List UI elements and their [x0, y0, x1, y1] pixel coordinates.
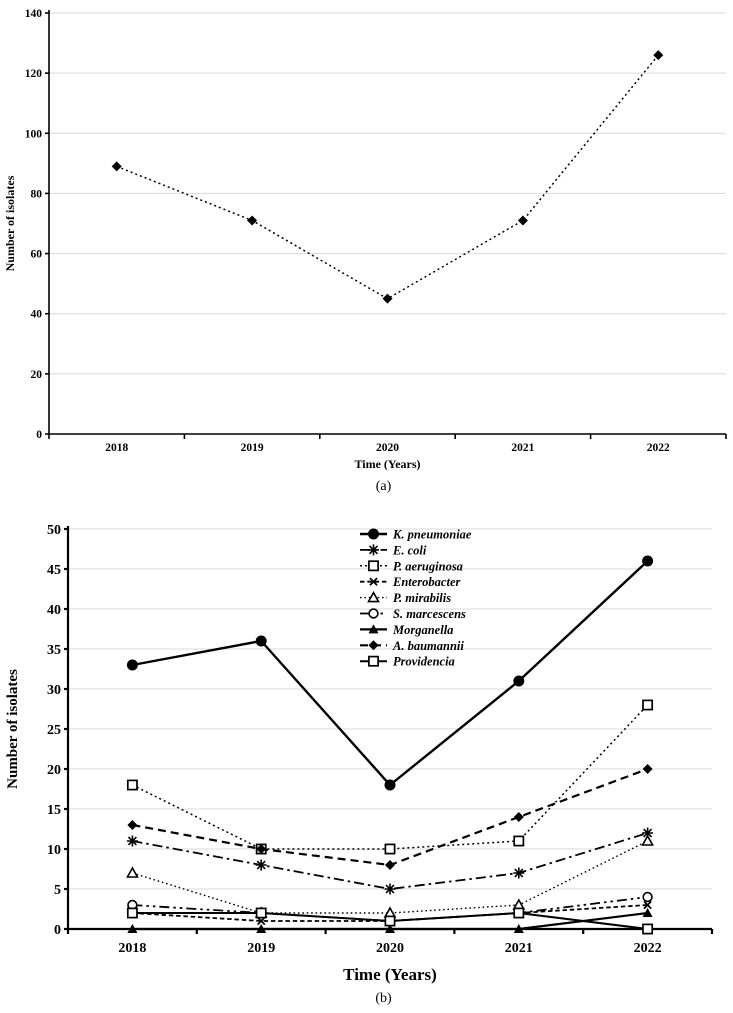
legend-label: P. mirabilis	[393, 591, 451, 605]
y-axis-title: Number of isolates	[3, 175, 17, 271]
legend-label: Providencia	[393, 655, 455, 669]
gridlines	[49, 12, 726, 375]
y-tick-label: 10	[47, 843, 61, 858]
x-tick-label: 2018	[118, 941, 146, 956]
axes: 0 20 40 60 80 100 120 140 2018 2019 2020 2021 2022	[25, 8, 727, 454]
series-a-baumannii	[127, 764, 653, 870]
y-tick-label: 50	[47, 523, 61, 538]
y-tick-label: 15	[47, 803, 61, 818]
y-tick-label: 120	[25, 68, 43, 80]
chart-a-figure: 0 20 40 60 80 100 120 140 2018 2019 2020 2021 2022 Ti…	[0, 0, 733, 476]
y-tick-label: 40	[47, 603, 61, 618]
y-tick-label: 60	[31, 249, 43, 261]
series-number-of-isolates	[111, 50, 664, 304]
x-tick-label: 2021	[505, 941, 533, 956]
y-tick-label: 5	[54, 883, 61, 898]
y-tick-label: 40	[31, 309, 43, 321]
y-tick-label: 100	[25, 128, 43, 140]
y-tick-label: 30	[47, 683, 61, 698]
chart-a-plot: 0 20 40 60 80 100 120 140 2018 2019 2020 2021 2022 Ti…	[3, 8, 727, 471]
x-tick-label: 2020	[376, 442, 399, 454]
legend-label: S. marcescens	[393, 607, 466, 621]
chart-b-figure: 0 5 10 15 20 25 30 35 40 45 50 2018 2019 2020 2021 2022…	[0, 505, 733, 991]
y-tick-label: 25	[47, 723, 61, 738]
y-tick-label: 0	[54, 923, 61, 938]
x-tick-label: 2019	[247, 941, 275, 956]
series-e-coli	[126, 827, 654, 895]
x-tick-label: 2021	[511, 442, 534, 454]
x-tick-label: 2022	[647, 442, 670, 454]
legend-label: Enterobacter	[392, 575, 460, 589]
y-tick-label: 20	[31, 369, 43, 381]
series-k-pneumoniae	[126, 555, 654, 791]
y-tick-label: 0	[36, 429, 42, 441]
x-tick-label: 2019	[241, 442, 264, 454]
y-tick-label: 140	[25, 8, 43, 20]
legend-label: E. coli	[392, 543, 427, 557]
chart-b-plot: 0 5 10 15 20 25 30 35 40 45 50 2018 2019 2020 2021 2022…	[5, 523, 714, 984]
chart-a-caption: (a)	[375, 479, 392, 494]
chart-b-caption: (b)	[375, 991, 392, 1006]
x-tick-label: 2018	[105, 442, 128, 454]
y-tick-label: 35	[47, 643, 61, 658]
x-axis-title: Time (Years)	[354, 457, 420, 471]
gridlines	[68, 528, 712, 890]
y-tick-label: 45	[47, 563, 61, 578]
series-p-aeruginosa	[126, 699, 654, 855]
legend-label: K. pneumoniae	[392, 528, 472, 542]
legend-label: A. baumannii	[392, 639, 464, 653]
x-tick-label: 2022	[634, 941, 662, 956]
axes: 0 5 10 15 20 25 30 35 40 45 50 2018 2019 2020 2021 2022	[47, 523, 714, 956]
x-tick-label: 2020	[376, 941, 404, 956]
y-tick-label: 80	[31, 188, 43, 200]
y-tick-label: 20	[47, 763, 61, 778]
legend-label: P. aeruginosa	[393, 559, 463, 573]
series-providencia	[126, 907, 654, 935]
y-axis-title: Number of isolates	[5, 669, 21, 789]
series-morganella	[127, 908, 653, 933]
x-axis-title: Time (Years)	[343, 965, 437, 984]
legend-label: Morganella	[392, 623, 453, 637]
